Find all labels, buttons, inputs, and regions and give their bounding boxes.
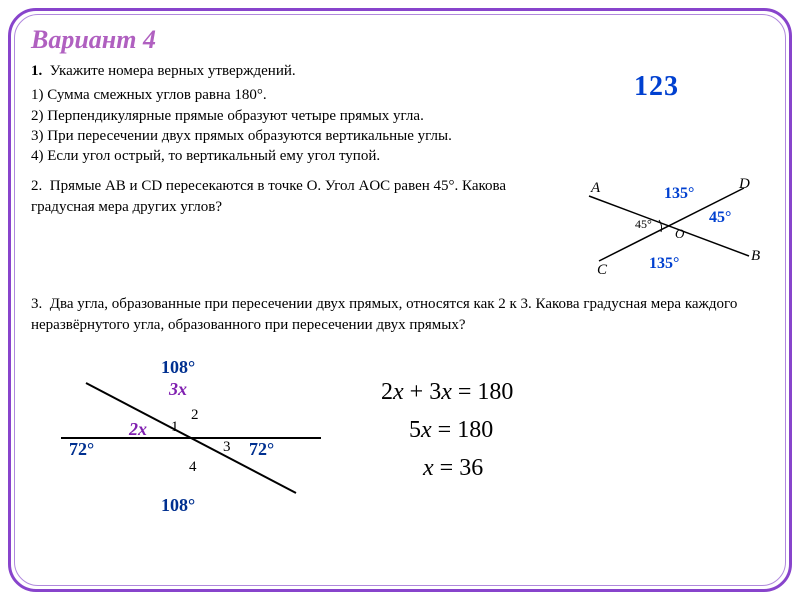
t72a: 72° [69, 439, 94, 459]
eq2c: = 180 [432, 417, 494, 443]
t108b: 108° [161, 495, 195, 515]
problem-1-num: 1. [31, 63, 42, 79]
t2x: 2x [128, 419, 147, 439]
eq1a: 2 [381, 379, 393, 405]
ans-135a: 135° [664, 185, 694, 202]
eq-line-2: 5x = 180 [381, 411, 513, 449]
eq1d: x [441, 379, 452, 405]
t108a: 108° [161, 357, 195, 377]
n2: 2 [191, 407, 199, 423]
eq3a: x [423, 455, 434, 481]
problem-2-text: Прямые AB и CD пересекаются в точке O. У… [31, 178, 506, 214]
label-45: 45° [635, 217, 652, 231]
stmt-3: 3) При пересечении двух прямых образуютс… [31, 126, 769, 146]
bottom-row: 108° 3x 2x 72° 72° 108° 1 2 3 4 2x + 3x … [31, 343, 769, 518]
eq-line-3: x = 36 [381, 449, 513, 487]
label-C: C [597, 262, 608, 278]
problem-2-num: 2. [31, 178, 42, 194]
n3: 3 [223, 439, 231, 455]
eq2a: 5 [409, 417, 421, 443]
content-area: Вариант 4 123 1. Укажите номера верных у… [31, 25, 769, 575]
eq1e: = 180 [452, 379, 514, 405]
ans-135b: 135° [649, 255, 679, 272]
eq-line-1: 2x + 3x = 180 [381, 373, 513, 411]
problem-1: 1. Укажите номера верных утверждений. [31, 61, 769, 81]
t3x: 3x [168, 379, 187, 399]
eq2b: x [421, 417, 432, 443]
n4: 4 [189, 459, 197, 475]
stmt-2: 2) Перпендикулярные прямые образуют четы… [31, 106, 769, 126]
label-D: D [738, 176, 750, 192]
problem-2-figure: A D C B O 45° 135° 45° 135° [569, 176, 769, 276]
fig2-svg: A D C B O 45° 135° 45° 135° [569, 176, 769, 276]
label-B: B [751, 248, 760, 264]
problem-2-text-wrap: 2. Прямые AB и CD пересекаются в точке O… [31, 176, 559, 217]
problem-1-text: Укажите номера верных утверждений. [50, 63, 296, 79]
problem-3: 3. Два угла, образованные при пересечени… [31, 294, 769, 335]
page-title: Вариант 4 [31, 25, 769, 55]
problem-2-row: 2. Прямые AB и CD пересекаются в точке O… [31, 176, 769, 276]
label-A: A [590, 180, 601, 196]
label-O: O [675, 226, 685, 241]
problem-3-figure: 108° 3x 2x 72° 72° 108° 1 2 3 4 [31, 343, 351, 518]
problem-3-num: 3. [31, 296, 42, 312]
n1: 1 [171, 419, 179, 435]
problem-3-text: Два угла, образованные при пересечении д… [31, 296, 737, 332]
eq3b: = 36 [434, 455, 484, 481]
eq1c: + 3 [404, 379, 442, 405]
equations: 2x + 3x = 180 5x = 180 x = 36 [381, 373, 513, 488]
fig3-svg: 108° 3x 2x 72° 72° 108° 1 2 3 4 [31, 343, 351, 518]
stmt-4: 4) Если угол острый, то вертикальный ему… [31, 146, 769, 166]
ans-45: 45° [709, 209, 731, 226]
outer-frame: Вариант 4 123 1. Укажите номера верных у… [8, 8, 792, 592]
t72b: 72° [249, 439, 274, 459]
eq1b: x [393, 379, 404, 405]
